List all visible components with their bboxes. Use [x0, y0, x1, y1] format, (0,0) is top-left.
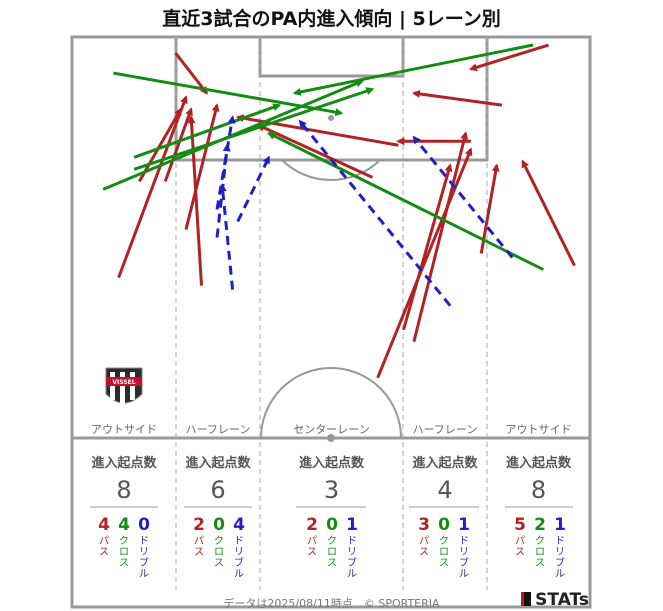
pass-arrow — [411, 89, 503, 107]
pass-arrow — [412, 131, 469, 343]
chart-title: 直近3試合のPA内進入傾向 | 5レーン別 — [162, 8, 501, 30]
pass-arrow — [402, 163, 453, 331]
lane-label-halfspace-right: ハーフレーン — [412, 423, 478, 436]
penalty-arc — [281, 159, 381, 182]
dribble-count: 1 ドリブル — [554, 515, 566, 580]
cross-count: 0 クロス — [326, 515, 338, 569]
brand-text: STATs — [535, 590, 589, 610]
pass-arrow — [163, 107, 193, 182]
cross-arrow — [133, 87, 375, 171]
dribble-count: 1 ドリブル — [346, 515, 358, 580]
pass-arrow — [187, 115, 203, 286]
cross-count: 2 クロス — [534, 515, 546, 569]
dribble-arrow — [412, 135, 514, 259]
pass-arrow — [117, 95, 188, 279]
penalty-spot — [328, 115, 334, 121]
entry-arrows — [102, 43, 576, 379]
entry-count-heading: 進入起点数 — [298, 456, 364, 471]
cross-arrow — [292, 43, 534, 96]
pass-arrow — [174, 52, 208, 95]
entry-count-total: 8 — [530, 476, 547, 504]
dribble-count: 1 ドリブル — [458, 515, 470, 580]
dribble-arrow — [215, 115, 236, 210]
lane-label-halfspace-left: ハーフレーン — [185, 423, 251, 436]
entry-count-heading: 進入起点数 — [505, 456, 571, 471]
entry-count-heading: 進入起点数 — [412, 456, 478, 471]
center-spot — [327, 434, 335, 442]
brand-logo: STATs — [521, 590, 589, 610]
dribble-arrow — [218, 183, 235, 290]
pass-arrow — [521, 159, 576, 267]
cross-count: 0 クロス — [438, 515, 450, 569]
pass-count: 2 パス — [306, 515, 318, 558]
cross-arrow — [113, 71, 344, 117]
center-circle — [260, 367, 402, 439]
lane-label-outside-left: アウトサイド — [91, 423, 157, 436]
club-crest-logo: VISSEL — [105, 367, 143, 404]
pass-arrow — [376, 147, 473, 379]
pass-count: 3 パス — [418, 515, 430, 558]
cross-arrow — [133, 103, 282, 159]
dribble-count: 0 ドリブル — [138, 515, 150, 580]
dribble-count: 4 ドリブル — [233, 515, 245, 580]
stats-mark-icon — [521, 592, 532, 606]
pass-count: 2 パス — [193, 515, 205, 558]
pass-arrow — [184, 103, 220, 230]
footer-note: データは2025/08/11時点 © SPORTERIA — [223, 597, 440, 610]
lane-label-center: センターレーン — [293, 423, 370, 436]
pass-arrow — [138, 107, 183, 183]
cross-arrow — [267, 131, 545, 271]
entry-count-total: 4 — [437, 476, 453, 504]
pass-arrow — [256, 123, 374, 179]
entry-count-total: 8 — [116, 476, 132, 504]
dribble-arrow — [298, 119, 452, 307]
entry-count-heading: 進入起点数 — [91, 456, 157, 471]
pass-count: 5 パス — [514, 515, 526, 558]
dribble-arrow — [215, 143, 231, 238]
entry-count-total: 3 — [323, 476, 340, 504]
dribble-arrow — [236, 155, 271, 223]
goal-area — [258, 35, 405, 78]
crest-text: VISSEL — [112, 379, 135, 386]
cross-count: 0 クロス — [213, 515, 225, 569]
pass-arrow — [468, 43, 550, 72]
entry-count-total: 6 — [210, 476, 226, 504]
cross-count: 4 クロス — [118, 515, 130, 569]
pass-count: 4 パス — [98, 515, 110, 558]
entry-count-heading: 進入起点数 — [185, 456, 251, 471]
lane-label-outside-right: アウトサイド — [505, 423, 572, 436]
